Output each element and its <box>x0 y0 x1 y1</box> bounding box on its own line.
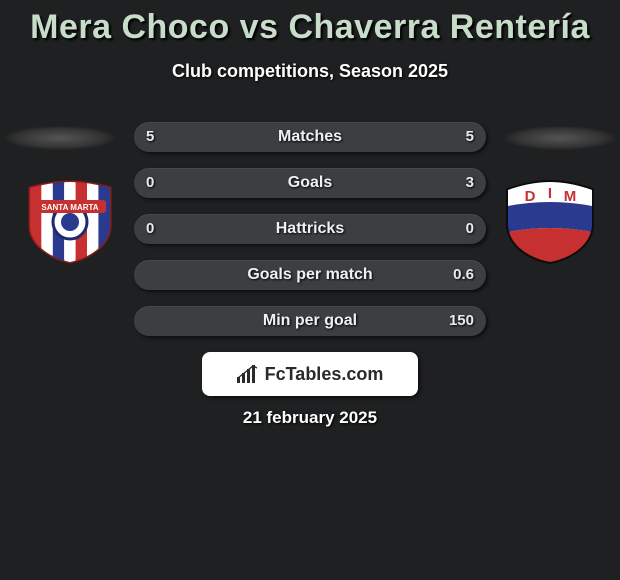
brand-chart-icon <box>237 365 259 383</box>
stat-row-hattricks: 0 Hattricks 0 <box>134 214 486 244</box>
crest-left-svg: SANTA MARTA <box>20 178 120 264</box>
crest-right-svg: D I M <box>500 178 600 264</box>
stat-right-value: 3 <box>466 168 474 198</box>
brand-box: FcTables.com <box>202 352 418 396</box>
stat-label: Hattricks <box>134 214 486 244</box>
footer-date: 21 february 2025 <box>0 408 620 428</box>
stat-row-gpm: Goals per match 0.6 <box>134 260 486 290</box>
stat-label: Goals per match <box>134 260 486 290</box>
crest-right-letter-0: D <box>525 188 536 205</box>
stat-right-value: 0.6 <box>453 260 474 290</box>
stat-right-value: 5 <box>466 122 474 152</box>
subtitle: Club competitions, Season 2025 <box>0 61 620 82</box>
page-title: Mera Choco vs Chaverra Rentería <box>0 0 620 47</box>
crest-right: D I M <box>500 178 600 264</box>
stat-label: Goals <box>134 168 486 198</box>
shadow-right <box>504 126 616 150</box>
stat-row-matches: 5 Matches 5 <box>134 122 486 152</box>
crest-left-banner-text: SANTA MARTA <box>41 203 98 212</box>
crest-right-letter-2: M <box>564 188 577 205</box>
stat-row-goals: 0 Goals 3 <box>134 168 486 198</box>
shadow-left <box>4 126 116 150</box>
brand-text: FcTables.com <box>265 364 384 385</box>
stat-right-value: 0 <box>466 214 474 244</box>
crest-left: SANTA MARTA <box>20 178 120 264</box>
stat-right-value: 150 <box>449 306 474 336</box>
stat-label: Min per goal <box>134 306 486 336</box>
stats-rows: 5 Matches 5 0 Goals 3 0 Hattricks 0 Goal… <box>134 122 486 352</box>
stat-label: Matches <box>134 122 486 152</box>
stat-row-mpg: Min per goal 150 <box>134 306 486 336</box>
crest-right-letter-1: I <box>548 185 552 202</box>
